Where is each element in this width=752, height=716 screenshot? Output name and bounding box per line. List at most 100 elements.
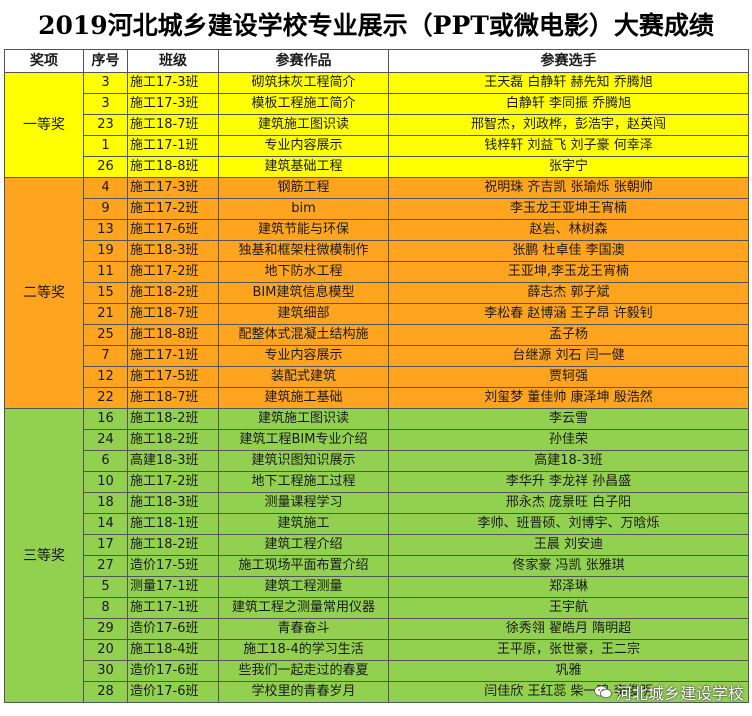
number-cell: 27	[83, 555, 128, 577]
header-players: 参赛选手	[388, 49, 749, 73]
number-cell: 30	[83, 660, 128, 682]
number-cell: 7	[83, 345, 128, 367]
class-cell: 施工18-8班	[127, 156, 219, 178]
class-cell: 施工17-2班	[127, 471, 219, 493]
number-cell: 26	[83, 156, 128, 178]
table-row: 17 施工18-2班 建筑工程介绍 王晨 刘安迪	[5, 534, 749, 556]
players-cell: 张鹏 杜卓佳 李国澳	[388, 240, 749, 262]
players-cell: 台继源 刘石 闫一健	[388, 345, 749, 367]
work-cell: 测量课程学习	[218, 492, 389, 514]
class-cell: 高建18-3班	[127, 450, 219, 472]
class-cell: 施工18-2班	[127, 534, 219, 556]
work-cell: 建筑工程介绍	[218, 534, 389, 556]
work-cell: 装配式建筑	[218, 366, 389, 388]
class-cell: 施工17-6班	[127, 219, 219, 241]
class-cell: 施工17-1班	[127, 597, 219, 619]
watermark-text: 河北城乡建设学校	[615, 684, 744, 703]
table-row: 19 施工18-3班 独基和框架柱微模制作 张鹏 杜卓佳 李国澳	[5, 240, 749, 262]
class-cell: 施工17-3班	[127, 72, 219, 94]
class-cell: 施工18-7班	[127, 114, 219, 136]
players-cell: 王宇航	[388, 597, 749, 619]
wechat-icon	[594, 685, 612, 699]
players-cell: 钱梓轩 刘益飞 刘子豪 何幸泽	[388, 135, 749, 157]
work-cell: 独基和框架柱微模制作	[218, 240, 389, 262]
number-cell: 3	[83, 72, 128, 94]
number-cell: 18	[83, 492, 128, 514]
table-row: 25 施工18-8班 配整体式混凝土结构施 孟子杨	[5, 324, 749, 346]
number-cell: 29	[83, 618, 128, 640]
table-row: 10 施工17-2班 地下工程施工过程 李华升 李龙祥 孙昌盛	[5, 471, 749, 493]
class-cell: 施工18-7班	[127, 387, 219, 409]
number-cell: 3	[83, 93, 128, 115]
players-cell: 徐秀翎 翟皓月 隋明超	[388, 618, 749, 640]
players-cell: 李松春 赵博涵 王子昂 许毅钊	[388, 303, 749, 325]
players-cell: 佟家豪 冯凯 张雅琪	[388, 555, 749, 577]
number-cell: 22	[83, 387, 128, 409]
table-row: 11 施工17-2班 地下防水工程 王亚坤,李玉龙王宵楠	[5, 261, 749, 283]
number-cell: 10	[83, 471, 128, 493]
number-cell: 17	[83, 534, 128, 556]
class-cell: 施工17-2班	[127, 198, 219, 220]
work-cell: 地下防水工程	[218, 261, 389, 283]
players-cell: 白静轩 李同振 乔腾旭	[388, 93, 749, 115]
players-cell: 祝明珠 齐吉凯 张瑜烁 张朝帅	[388, 177, 749, 199]
number-cell: 20	[83, 639, 128, 661]
number-cell: 25	[83, 324, 128, 346]
players-cell: 王平原，张世豪，王二宗	[388, 639, 749, 661]
award-cell: 一等奖	[4, 72, 84, 178]
work-cell: 建筑识图知识展示	[218, 450, 389, 472]
number-cell: 12	[83, 366, 128, 388]
work-cell: 建筑节能与环保	[218, 219, 389, 241]
number-cell: 19	[83, 240, 128, 262]
class-cell: 施工18-1班	[127, 513, 219, 535]
watermark: 河北城乡建设学校	[594, 680, 744, 704]
number-cell: 5	[83, 576, 128, 598]
players-cell: 王天磊 白静轩 赫先知 乔腾旭	[388, 72, 749, 94]
work-cell: 施工18-4的学习生活	[218, 639, 389, 661]
class-cell: 施工17-3班	[127, 93, 219, 115]
work-cell: 学校里的青春岁月	[218, 681, 389, 703]
work-cell: 配整体式混凝土结构施	[218, 324, 389, 346]
header-work: 参赛作品	[218, 49, 389, 73]
number-cell: 21	[83, 303, 128, 325]
table-row: 30 造价17-6班 些我们一起走过的春夏 巩雅	[5, 660, 749, 682]
players-cell: 高建18-3班	[388, 450, 749, 472]
number-cell: 24	[83, 429, 128, 451]
work-cell: 建筑基础工程	[218, 156, 389, 178]
table-row: 9 施工17-2班 bim 李玉龙王亚坤王宵楠	[5, 198, 749, 220]
class-cell: 施工18-3班	[127, 240, 219, 262]
table-row: 23 施工18-7班 建筑施工图识读 邢智杰，刘政桦，彭浩宇，赵英闯	[5, 114, 749, 136]
table-row: 26 施工18-8班 建筑基础工程 张宇宁	[5, 156, 749, 178]
players-cell: 闫佳欣 王红蕊 柴一鸣 李俊明	[388, 681, 749, 703]
class-cell: 施工17-3班	[127, 177, 219, 199]
work-cell: 专业内容展示	[218, 135, 389, 157]
table-row: 6 高建18-3班 建筑识图知识展示 高建18-3班	[5, 450, 749, 472]
work-cell: 施工现场平面布置介绍	[218, 555, 389, 577]
class-cell: 施工18-4班	[127, 639, 219, 661]
header-award: 奖项	[4, 49, 84, 73]
class-cell: 造价17-5班	[127, 555, 219, 577]
players-cell: 邢永杰 庞景旺 白子阳	[388, 492, 749, 514]
table-row: 三等奖 16 施工18-2班 建筑施工图识读 李云雪	[4, 408, 749, 703]
table-row: 20 施工18-4班 施工18-4的学习生活 王平原，张世豪，王二宗	[5, 639, 749, 661]
class-cell: 施工17-1班	[127, 135, 219, 157]
work-cell: 地下工程施工过程	[218, 471, 389, 493]
header-number: 序号	[83, 49, 128, 73]
players-cell: 孟子杨	[388, 324, 749, 346]
table-row: 8 施工17-1班 建筑工程之测量常用仪器 王宇航	[5, 597, 749, 619]
class-cell: 施工17-5班	[127, 366, 219, 388]
class-cell: 施工18-7班	[127, 303, 219, 325]
class-cell: 施工17-2班	[127, 261, 219, 283]
players-cell: 郑泽琳	[388, 576, 749, 598]
players-cell: 贾轲强	[388, 366, 749, 388]
page-title: 2019河北城乡建设学校专业展示（PPT或微电影）大赛成绩	[38, 11, 714, 40]
players-cell: 李华升 李龙祥 孙昌盛	[388, 471, 749, 493]
table-row: 12 施工17-5班 装配式建筑 贾轲强	[5, 366, 749, 388]
class-cell: 测量17-1班	[127, 576, 219, 598]
work-cell: 建筑工程之测量常用仪器	[218, 597, 389, 619]
work-cell: 建筑施工图识读	[218, 114, 389, 136]
table-row: 29 造价17-6班 青春奋斗 徐秀翎 翟皓月 隋明超	[5, 618, 749, 640]
number-cell: 28	[83, 681, 128, 703]
work-cell: 些我们一起走过的春夏	[218, 660, 389, 682]
class-cell: 造价17-6班	[127, 660, 219, 682]
